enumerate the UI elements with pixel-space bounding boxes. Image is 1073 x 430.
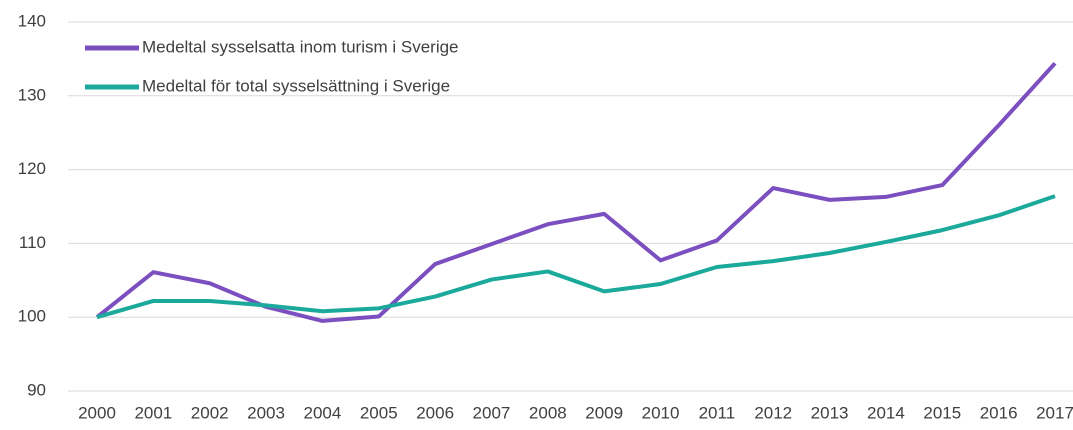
x-tick-label: 2004: [303, 403, 341, 422]
x-tick-label: 2017: [1036, 403, 1073, 422]
x-tick-label: 2015: [923, 403, 961, 422]
x-tick-label: 2003: [247, 403, 285, 422]
x-tick-label: 2014: [867, 403, 905, 422]
x-tick-label: 2001: [134, 403, 172, 422]
x-tick-label: 2000: [78, 403, 116, 422]
y-tick-label: 120: [18, 159, 46, 178]
y-tick-label: 100: [18, 307, 46, 326]
legend-label: Medeltal sysselsatta inom turism i Sveri…: [142, 37, 459, 56]
x-tick-label: 2012: [754, 403, 792, 422]
x-tick-label: 2016: [980, 403, 1018, 422]
x-tick-label: 2005: [360, 403, 398, 422]
x-tick-label: 2013: [811, 403, 849, 422]
series-line: [96, 194, 1056, 320]
y-tick-label: 130: [18, 85, 46, 104]
x-tick-label: 2006: [416, 403, 454, 422]
x-tick-label: 2010: [642, 403, 680, 422]
x-tick-label: 2008: [529, 403, 567, 422]
legend-label: Medeltal för total sysselsättning i Sver…: [142, 76, 450, 95]
x-tick-label: 2002: [191, 403, 229, 422]
y-tick-label: 90: [27, 380, 46, 399]
x-tick-label: 2011: [699, 403, 736, 422]
y-tick-label: 110: [19, 233, 46, 252]
y-tick-label: 140: [18, 11, 46, 30]
x-tick-label: 2009: [585, 403, 623, 422]
x-tick-label: 2007: [473, 403, 511, 422]
